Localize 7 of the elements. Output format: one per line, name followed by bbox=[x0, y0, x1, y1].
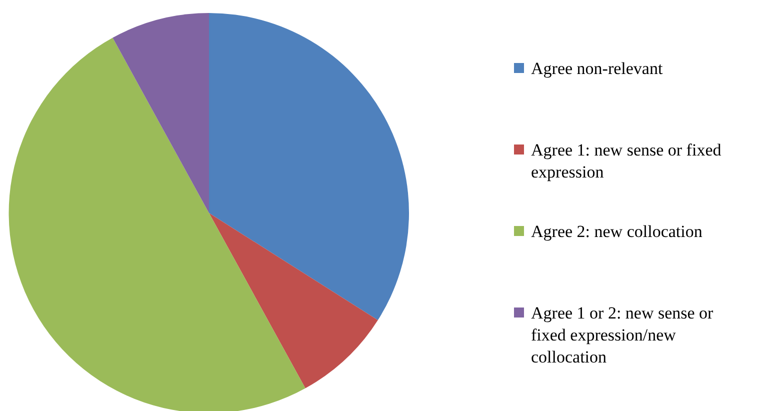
legend-label: Agree 1 or 2: new sense or fixed expression/new collocation bbox=[531, 304, 714, 366]
pie-slice bbox=[209, 13, 409, 320]
pie-slice bbox=[209, 213, 378, 388]
legend-label: Agree 2: new collocation bbox=[531, 222, 703, 241]
pie-slice bbox=[112, 13, 209, 213]
legend-label: Agree non-relevant bbox=[531, 59, 663, 78]
legend-label: Agree 1: new sense or fixed expression bbox=[531, 140, 722, 182]
